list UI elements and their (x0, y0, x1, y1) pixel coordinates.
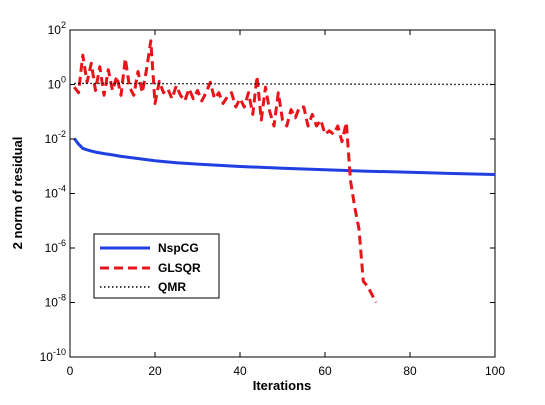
legend-label-glsqr: GLSQR (158, 261, 201, 275)
x-tick-label: 20 (148, 364, 162, 378)
x-tick-label: 100 (485, 364, 505, 378)
series-line-nspcg (73, 137, 496, 176)
legend-box (93, 233, 220, 299)
series-line-glsqr (73, 39, 378, 304)
y-tick-label: 10-6 (45, 238, 66, 255)
plot-area (69, 29, 496, 358)
axis-ticks: 0 20 40 60 80 100 102 100 10-2 10-4 10-6 10-8 10-10 (40, 20, 506, 378)
x-axis-label: Iterations (253, 378, 312, 393)
series-layer (73, 39, 496, 304)
y-tick-label: 10-8 (45, 293, 66, 310)
x-tick-label: 0 (67, 364, 74, 378)
x-tick-label: 40 (233, 364, 247, 378)
legend: NspCG GLSQR QMR (93, 233, 220, 299)
y-tick-label: 10-2 (45, 129, 66, 146)
y-tick-label: 10-10 (40, 347, 66, 364)
y-tick-label: 100 (48, 75, 66, 92)
y-tick-label: 10-4 (45, 184, 66, 201)
y-tick-label: 102 (48, 20, 66, 37)
x-tick-label: 60 (318, 364, 332, 378)
legend-label-qmr: QMR (158, 280, 186, 294)
legend-label-nspcg: NspCG (158, 241, 199, 255)
y-axis-label: 2 norm of residual (10, 137, 25, 250)
x-tick-label: 80 (403, 364, 417, 378)
